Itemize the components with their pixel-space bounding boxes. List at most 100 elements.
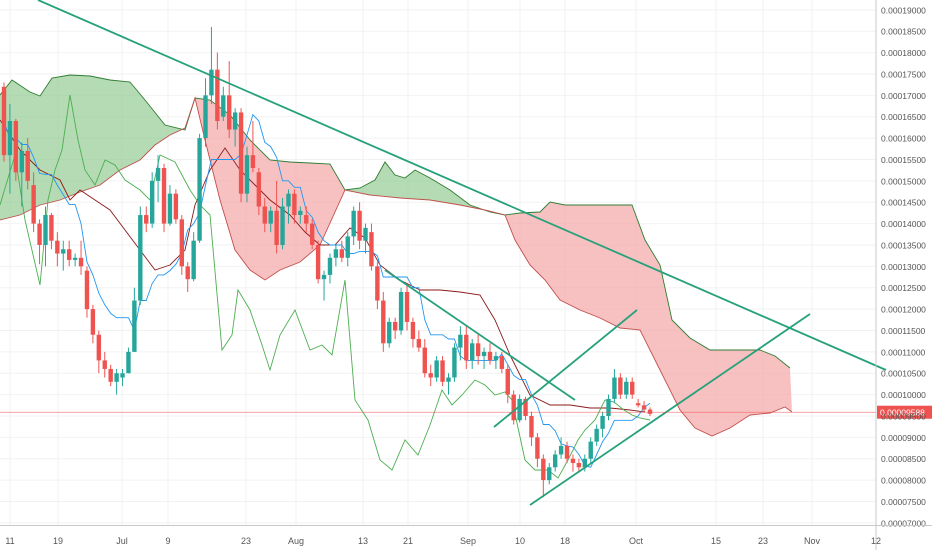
time-tick-label: 10 [515, 536, 525, 546]
candle-body [215, 69, 220, 121]
candle [321, 270, 327, 301]
candle [630, 377, 635, 399]
candle-body [606, 398, 611, 416]
candle [96, 330, 102, 374]
candle [398, 287, 404, 335]
candle-body [357, 210, 362, 241]
time-tick-label: 9 [165, 536, 170, 546]
candle-body [558, 445, 564, 455]
time-tick-label: 23 [758, 536, 768, 546]
candle-body [274, 210, 279, 245]
candle-body [499, 356, 505, 369]
candle [37, 219, 42, 265]
candle [120, 368, 125, 387]
candle-body [475, 343, 481, 357]
candle-body [120, 373, 125, 378]
time-tick-label: Jul [116, 536, 128, 546]
price-tick-label: 0.00014000 [881, 219, 926, 229]
lagging-span-line [0, 94, 651, 479]
candle [410, 317, 416, 348]
candle [132, 287, 137, 352]
candle [19, 142, 24, 207]
candle-body [167, 193, 173, 224]
candle-body [138, 215, 143, 301]
candle-body [43, 215, 48, 245]
candle-body [72, 257, 78, 260]
candle [351, 206, 356, 245]
candle [381, 291, 386, 352]
time-tick-label: 11 [5, 536, 14, 546]
price-tick-label: 0.00011500 [881, 326, 926, 336]
candle-body [392, 321, 398, 331]
candle [570, 454, 576, 472]
candle [298, 206, 303, 224]
candle-body [535, 437, 540, 459]
candle-body [126, 351, 131, 374]
candle-body [232, 112, 238, 130]
conversion-line [3, 113, 651, 468]
candle-body [90, 309, 96, 335]
candle [250, 120, 256, 173]
candle-body [262, 206, 267, 224]
candle-body [309, 223, 315, 245]
candle-body [66, 249, 72, 260]
candle [221, 86, 226, 121]
candle-body [144, 215, 149, 224]
candle [84, 266, 90, 318]
time-tick-label: Aug [288, 536, 304, 546]
time-tick-label: Nov [804, 536, 821, 546]
candle-body [440, 360, 445, 382]
candle [238, 108, 244, 203]
candle-body [570, 458, 576, 464]
candle [1, 82, 7, 162]
candle-body [339, 249, 345, 258]
candle [481, 347, 487, 369]
base-line [0, 119, 646, 413]
candle-body [446, 377, 451, 382]
candle-body [481, 351, 487, 357]
candle-body [547, 467, 552, 481]
price-tick-label: 0.00008500 [881, 454, 926, 464]
candle [232, 108, 238, 147]
candle [66, 240, 72, 267]
candle-body [161, 168, 167, 224]
candle-body [13, 120, 19, 173]
candle-body [369, 232, 374, 267]
candle [274, 180, 279, 254]
trendline [529, 313, 811, 506]
candle [25, 138, 30, 190]
candle-body [25, 150, 30, 181]
candle-body [576, 463, 582, 468]
candle [138, 206, 143, 305]
candle-body [7, 120, 13, 156]
price-tick-label: 0.00016000 [881, 134, 926, 144]
price-tick-label: 0.00010000 [881, 390, 926, 400]
price-tick-label: 0.00019000 [881, 5, 926, 15]
candle-body [108, 368, 113, 382]
candle-body [630, 381, 635, 395]
candle-body [149, 180, 155, 224]
candle [173, 189, 179, 224]
candle-body [1, 86, 7, 156]
price-tick-label: 0.00012500 [881, 283, 926, 293]
current-price-line: 0.00009588 [0, 405, 932, 419]
candle-body [594, 428, 599, 442]
candle-body [114, 373, 119, 382]
candle [149, 172, 155, 228]
candle [505, 364, 510, 404]
candle [262, 197, 267, 233]
candle [203, 78, 208, 147]
candle-body [55, 240, 60, 254]
bullish-cloud [0, 75, 195, 220]
price-tick-label: 0.00018000 [881, 48, 926, 58]
candle [624, 377, 629, 399]
candle [78, 240, 84, 275]
candle-body [203, 95, 208, 139]
price-tick-label: 0.00013000 [881, 262, 926, 272]
candle [582, 454, 588, 472]
candle-body [84, 270, 90, 310]
candle-body [37, 223, 42, 245]
candle-body [635, 403, 641, 406]
candle [440, 356, 445, 387]
